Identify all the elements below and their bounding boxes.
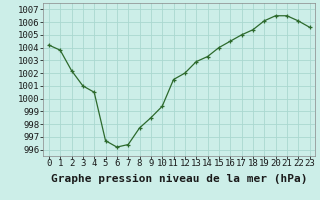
X-axis label: Graphe pression niveau de la mer (hPa): Graphe pression niveau de la mer (hPa) xyxy=(51,174,308,184)
